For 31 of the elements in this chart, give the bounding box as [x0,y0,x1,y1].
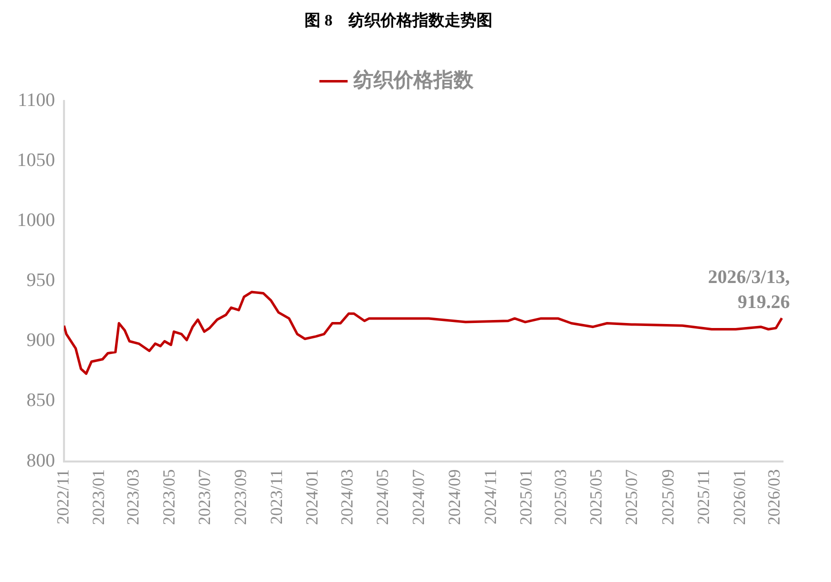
x-tick-label: 2022/11 [53,469,72,524]
x-tick-label: 2026/03 [764,469,784,526]
x-tick-label: 2024/07 [408,468,428,526]
y-tick-label: 950 [26,270,55,292]
x-tick-label: 2023/11 [266,469,286,524]
x-tick-label: 2024/03 [338,469,357,526]
x-tick-label: 2023/09 [231,469,250,526]
x-tick-label: 2025/03 [550,469,570,526]
x-tick-label: 2024/01 [302,469,322,526]
y-tick-label: 900 [26,330,55,352]
legend-label: 纺织价格指数 [352,68,474,92]
x-tick-label: 2023/03 [124,469,143,526]
y-tick-label: 1050 [17,150,55,172]
x-tick-label: 2025/11 [694,469,714,524]
y-tick-label: 1000 [17,210,55,232]
x-tick-label: 2025/01 [516,469,536,526]
x-tick-label: 2023/01 [89,469,108,526]
x-tick-label: 2023/05 [159,469,178,526]
x-tick-label: 2024/09 [445,469,464,526]
x-tick-label: 2025/07 [622,468,642,526]
x-tick-label: 2026/01 [730,469,749,526]
chart-title: 图 8 纺织价格指数走势图 [304,12,492,30]
x-tick-label: 2024/05 [373,469,392,526]
y-tick-label: 1100 [18,90,55,112]
y-tick-label: 800 [26,450,55,472]
x-tick-label: 2023/07 [194,468,214,526]
x-tick-label: 2025/09 [658,469,678,526]
y-tick-label: 850 [26,390,55,412]
x-tick-label: 2025/05 [586,469,606,526]
annotation: 2026/3/13, 919.26 [708,267,790,314]
x-tick-label: 2024/11 [480,469,500,524]
